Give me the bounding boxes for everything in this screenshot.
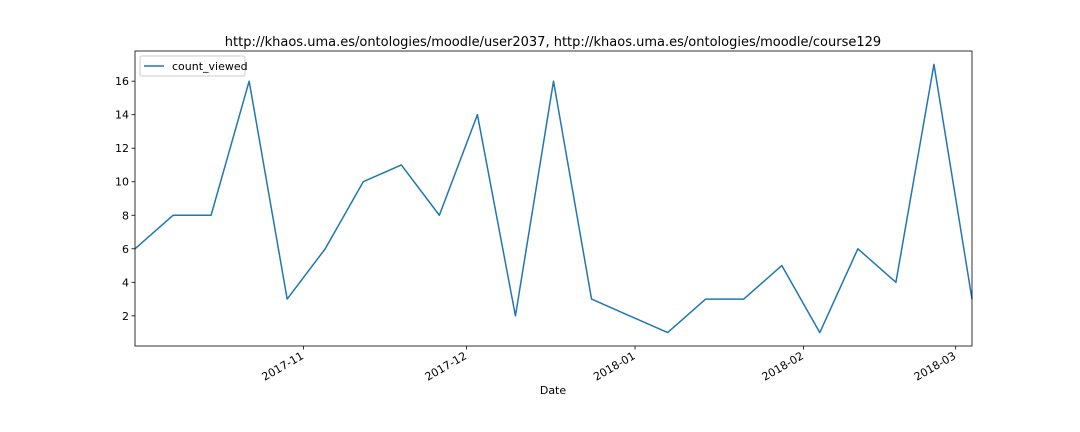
plot-frame — [134, 50, 973, 347]
plot-area — [134, 50, 973, 347]
legend-box — [139, 55, 246, 77]
legend-label: count_viewed — [172, 60, 248, 73]
y-tick-label: 16 — [115, 75, 129, 88]
x-axis-label: Date — [540, 384, 567, 397]
chart-title: http://khaos.uma.es/ontologies/moodle/us… — [225, 35, 881, 50]
legend: count_viewed — [139, 55, 248, 77]
y-tick-label: 12 — [115, 142, 129, 155]
series-line-count_viewed — [134, 63, 973, 334]
y-axis: 2 4 6 8 10 12 14 16 — [115, 75, 135, 323]
y-tick-label: 4 — [122, 276, 129, 289]
y-tick-label: 14 — [115, 109, 129, 122]
y-tick-label: 6 — [122, 243, 129, 256]
y-tick-label: 2 — [122, 310, 129, 323]
y-tick-label: 8 — [122, 209, 129, 222]
y-tick-label: 10 — [115, 176, 129, 189]
